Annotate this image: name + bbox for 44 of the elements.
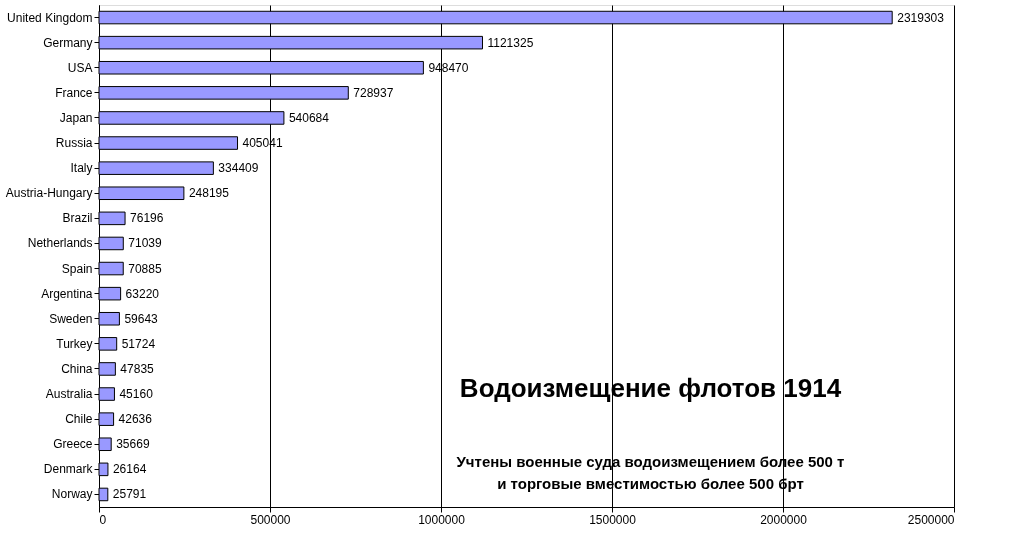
y-tick-label: Greece bbox=[53, 437, 93, 452]
data-label: 47835 bbox=[120, 361, 155, 376]
y-tick-label: Turkey bbox=[56, 336, 93, 351]
y-tick-label: Russia bbox=[55, 136, 93, 151]
data-label: 1121325 bbox=[487, 35, 534, 50]
y-tick-label: Brazil bbox=[62, 211, 93, 226]
data-label: 728937 bbox=[353, 85, 394, 100]
y-tick-label: Denmark bbox=[43, 462, 94, 477]
y-tick-label: Norway bbox=[51, 487, 93, 502]
data-label: 76196 bbox=[130, 211, 164, 226]
y-tick-label: United Kingdom bbox=[7, 10, 93, 25]
data-label: 51724 bbox=[121, 336, 156, 351]
data-label: 540684 bbox=[288, 110, 330, 125]
y-tick-label: China bbox=[61, 361, 93, 376]
data-label: 25791 bbox=[112, 487, 147, 502]
x-tick-label: 500000 bbox=[250, 512, 291, 527]
x-tick-label: 1500000 bbox=[589, 512, 637, 527]
data-label: 2319303 bbox=[897, 10, 945, 25]
y-tick-label: Spain bbox=[61, 261, 93, 276]
x-tick-label: 0 bbox=[99, 512, 107, 527]
data-label: 35669 bbox=[116, 437, 150, 452]
y-tick-label: Italy bbox=[70, 161, 93, 176]
y-tick-label: Austria-Hungary bbox=[5, 186, 93, 201]
y-tick-label: Germany bbox=[43, 35, 93, 50]
data-label: 248195 bbox=[188, 186, 230, 201]
y-tick-label: Australia bbox=[45, 387, 93, 402]
data-label: 70885 bbox=[128, 261, 162, 276]
y-tick-label: USA bbox=[67, 60, 93, 75]
x-tick-label: 1000000 bbox=[418, 512, 466, 527]
y-tick-label: Chile bbox=[65, 412, 93, 427]
y-tick-label: Netherlands bbox=[27, 236, 93, 251]
data-label: 26164 bbox=[112, 462, 147, 477]
x-tick-label: 2500000 bbox=[907, 512, 955, 527]
data-label: 71039 bbox=[128, 236, 162, 251]
data-label: 59643 bbox=[124, 311, 159, 326]
data-label: 45160 bbox=[119, 387, 154, 402]
y-tick-label: Sweden bbox=[49, 311, 93, 326]
data-label: 334409 bbox=[218, 161, 259, 176]
y-tick-label: France bbox=[55, 85, 93, 100]
data-label: 63220 bbox=[125, 286, 160, 301]
y-tick-label: Japan bbox=[59, 110, 93, 125]
x-tick-label: 2000000 bbox=[760, 512, 808, 527]
y-tick-label: Argentina bbox=[41, 286, 93, 301]
data-label: 42636 bbox=[118, 412, 153, 427]
